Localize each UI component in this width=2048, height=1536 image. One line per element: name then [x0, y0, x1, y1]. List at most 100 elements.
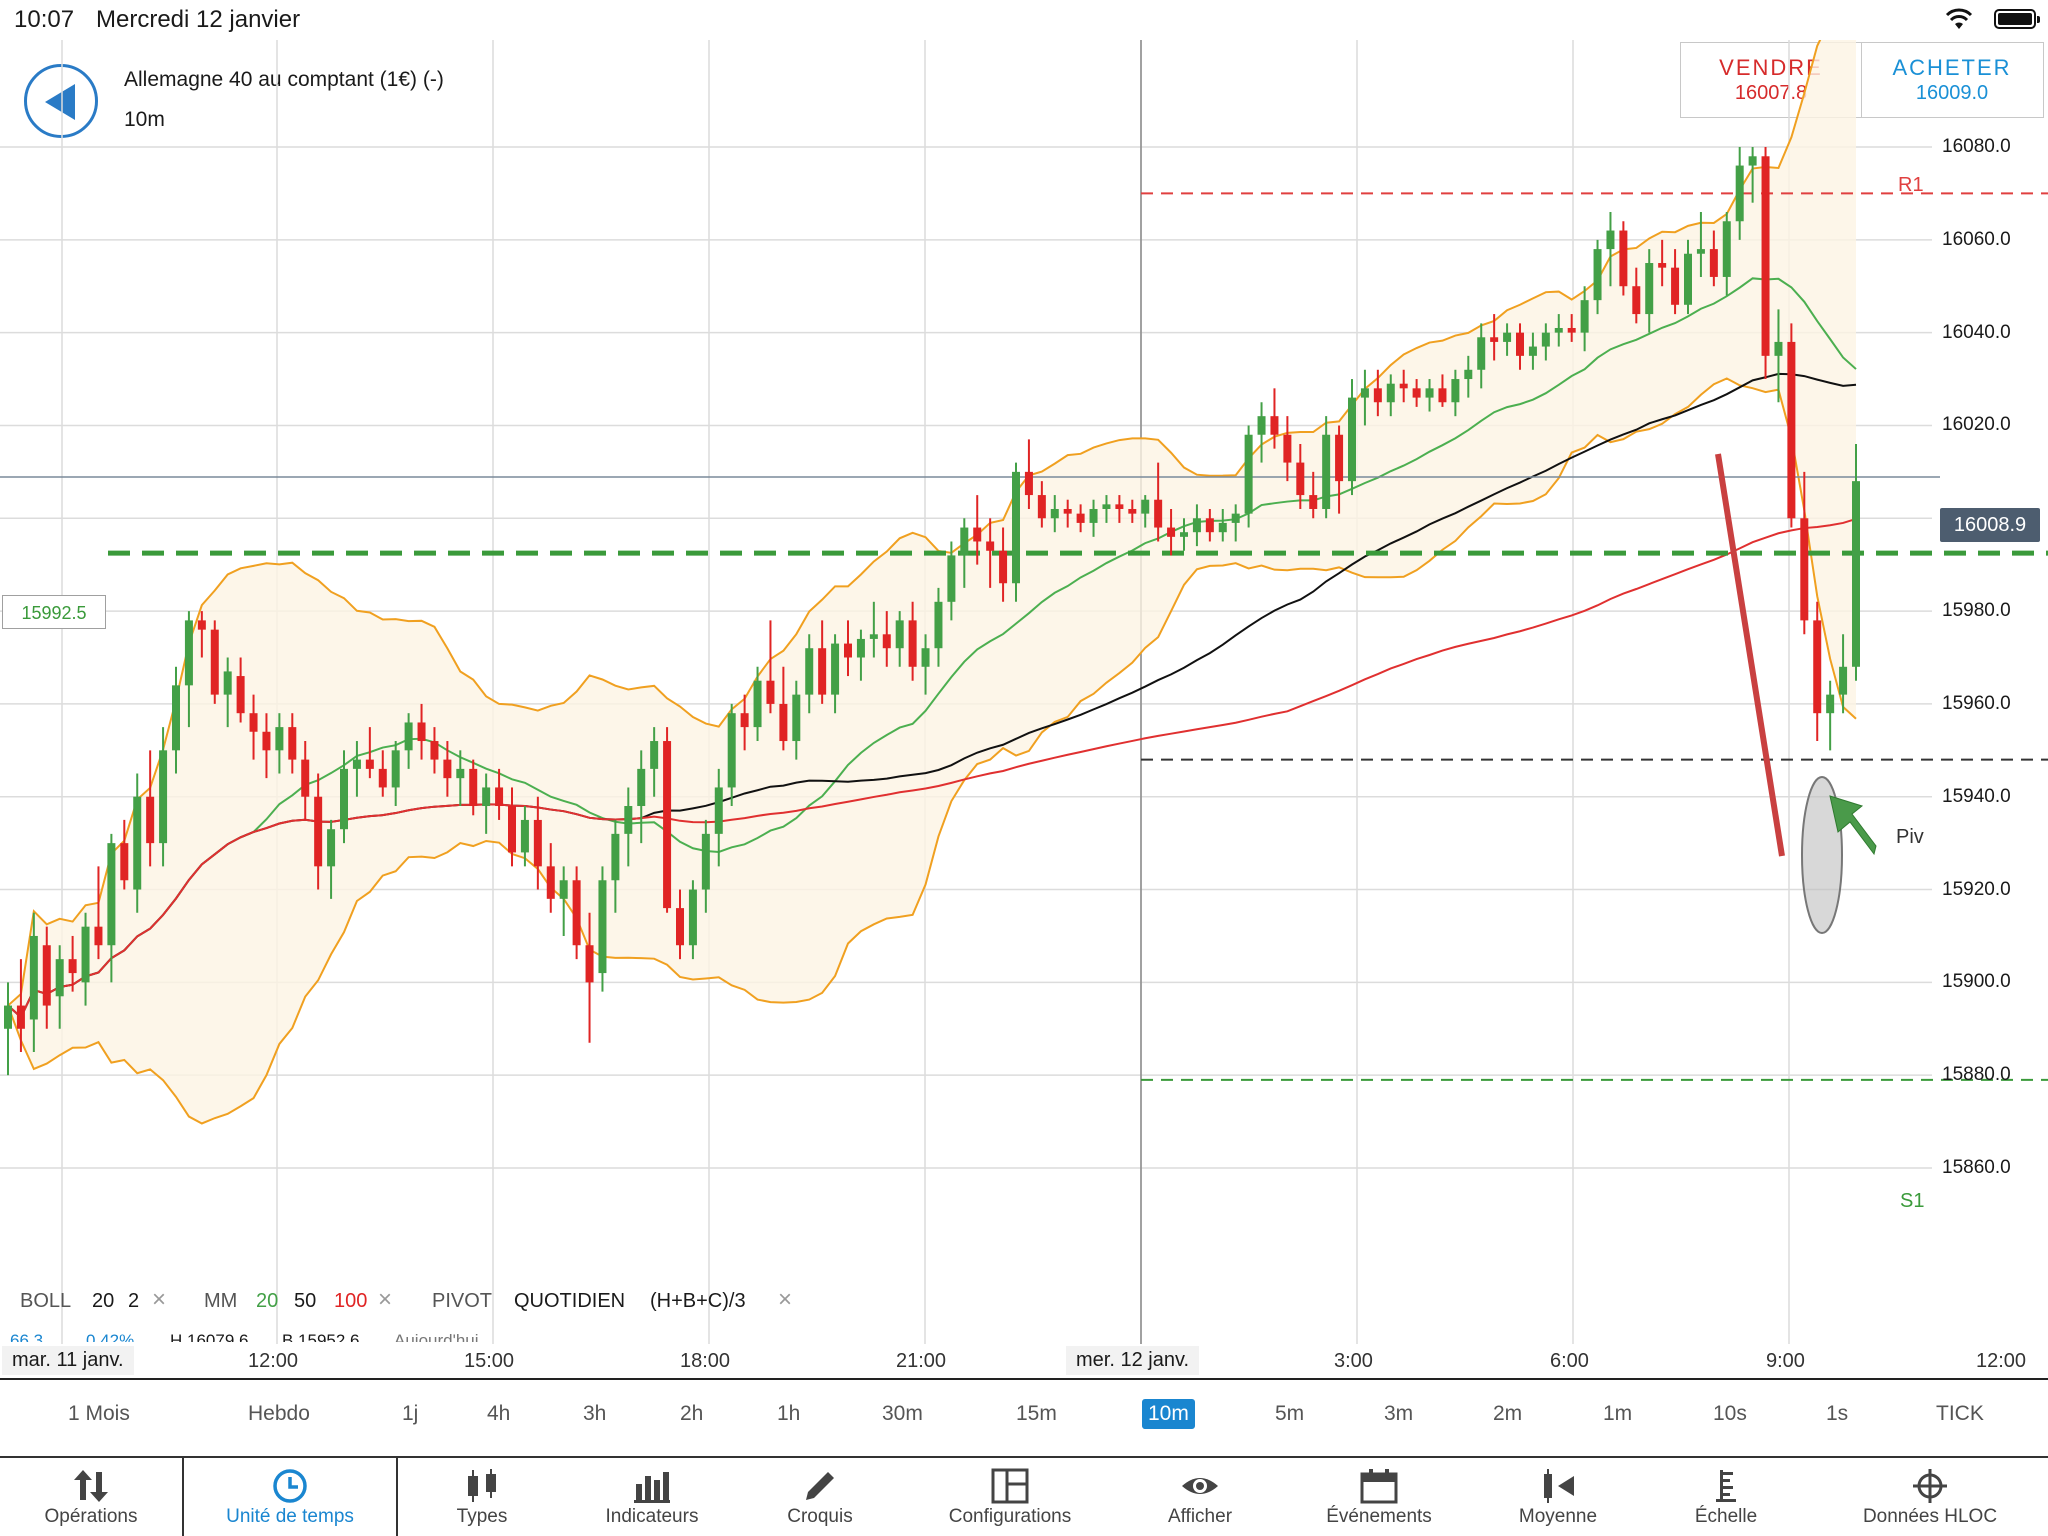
status-bar: 10:07 Mercredi 12 janvier [0, 0, 2048, 40]
timeframe-5m[interactable]: 5m [1275, 1402, 1305, 1425]
timeframe-10m[interactable]: 10m [1142, 1399, 1195, 1429]
candle-body [1787, 341, 1796, 519]
tab-operations-label: Opérations [44, 1506, 138, 1527]
candle-body [1516, 332, 1524, 356]
legend-pivot[interactable]: PIVOT [432, 1290, 493, 1312]
candle-body [805, 648, 814, 695]
candle-body [1373, 388, 1382, 403]
candle-body [1554, 327, 1563, 333]
candle-body [1128, 508, 1137, 514]
price-chart[interactable] [0, 40, 2048, 1380]
buy-price: 16009.0 [1915, 82, 1989, 104]
tab-types[interactable]: Types [396, 1458, 568, 1536]
timeframe-1h[interactable]: 1h [777, 1402, 801, 1425]
candle-body [1748, 156, 1757, 166]
tab-configurations-label: Configurations [948, 1506, 1072, 1527]
candle-body [1167, 527, 1176, 537]
candle-body [921, 648, 930, 667]
tab-unite-de-temps[interactable]: Unité de temps [182, 1458, 398, 1536]
price-tick: 16020.0 [1942, 414, 2011, 436]
tab-operations[interactable]: Opérations [0, 1458, 182, 1536]
candle-body [1684, 253, 1692, 305]
price-tick: 16060.0 [1942, 228, 2011, 250]
tab-donnees-hloc[interactable]: Données HLOC [1830, 1458, 2030, 1536]
tab-configurations[interactable]: Configurations [904, 1458, 1116, 1536]
candle-body [947, 555, 956, 602]
candle-body [1839, 666, 1848, 695]
candle-body [495, 787, 504, 807]
time-tick: 18:00 [680, 1350, 731, 1372]
bottom-toolbar: Opérations Unité de temps Types Indicate… [0, 1458, 2048, 1536]
candle-body [249, 713, 258, 732]
legend-mm-20: 20 [256, 1290, 279, 1312]
candle-body [546, 866, 555, 899]
legend-mm-close-icon[interactable]: × [378, 1286, 393, 1313]
candle-body [314, 796, 323, 867]
candle-body [1528, 346, 1537, 356]
candle-body [1800, 518, 1809, 621]
candle-body [1244, 434, 1253, 514]
arrows-updown-icon [74, 1470, 108, 1502]
back-button[interactable] [24, 64, 98, 138]
candle-body [482, 787, 491, 807]
legend-pivot-close-icon[interactable]: × [778, 1286, 793, 1313]
timeframe-1m[interactable]: 1m [1603, 1402, 1633, 1425]
timeframe-1-mois[interactable]: 1 Mois [68, 1402, 130, 1425]
candle-body [1399, 383, 1408, 389]
pivot-level-value[interactable]: 15992.5 [2, 595, 106, 629]
candle-body [1218, 522, 1227, 533]
candle-body [1348, 397, 1356, 482]
candle-body [1852, 481, 1860, 667]
tab-afficher[interactable]: Afficher [1116, 1458, 1284, 1536]
price-tick: 16040.0 [1942, 321, 2011, 343]
price-tick: 15940.0 [1942, 785, 2011, 807]
buy-button[interactable]: ACHETER 16009.0 [1862, 43, 2042, 117]
timeframe-30m[interactable]: 30m [882, 1402, 923, 1425]
candle-body [288, 727, 297, 760]
candle-body [16, 1005, 25, 1029]
tab-evenements-label: Événements [1326, 1506, 1432, 1527]
tab-evenements[interactable]: Événements [1284, 1458, 1474, 1536]
legend-boll-close-icon[interactable]: × [152, 1286, 167, 1313]
legend-pivot-formula: (H+B+C)/3 [650, 1290, 746, 1312]
legend-boll[interactable]: BOLL [20, 1290, 72, 1312]
candle-body [869, 634, 878, 639]
candle-body [1438, 388, 1447, 403]
candle-body [172, 685, 180, 751]
timeframe-15m[interactable]: 15m [1016, 1402, 1057, 1425]
price-tick: 15920.0 [1942, 878, 2011, 900]
current-price-badge: 16008.9 [1940, 508, 2040, 542]
candle-body [197, 620, 206, 630]
timeframe-3m[interactable]: 3m [1384, 1402, 1414, 1425]
candle-body [1360, 388, 1369, 398]
candle-body [81, 926, 90, 983]
timeframe-4h[interactable]: 4h [487, 1402, 511, 1425]
candle-body [275, 727, 284, 751]
timeframe-2m[interactable]: 2m [1493, 1402, 1523, 1425]
candle-body [1774, 341, 1783, 356]
tab-moyenne[interactable]: Moyenne [1474, 1458, 1642, 1536]
eye-icon [1182, 1478, 1218, 1494]
tab-echelle[interactable]: Échelle [1642, 1458, 1810, 1536]
timeframe-1s[interactable]: 1s [1826, 1402, 1849, 1425]
timeframe-tick[interactable]: TICK [1936, 1402, 1984, 1425]
candle-body [469, 768, 478, 807]
candle-body [184, 620, 193, 686]
timeframe-1j[interactable]: 1j [402, 1402, 419, 1425]
candle-body [676, 908, 684, 946]
timeframe-3h[interactable]: 3h [583, 1402, 607, 1425]
legend-mm[interactable]: MM [204, 1290, 238, 1312]
tab-croquis[interactable]: Croquis [736, 1458, 904, 1536]
ohlc-change-pct: 0.42% [86, 1331, 135, 1342]
candle-body [1425, 388, 1434, 398]
tab-indicateurs[interactable]: Indicateurs [568, 1458, 736, 1536]
timeframe-10s[interactable]: 10s [1713, 1402, 1747, 1425]
candle-body [55, 959, 64, 997]
candle-body [1632, 286, 1641, 315]
timeframe-hebdo[interactable]: Hebdo [248, 1402, 310, 1425]
candle-body [1024, 471, 1033, 496]
candle-body [1593, 249, 1602, 301]
time-tick: 12:00 [248, 1350, 299, 1372]
candle-body [1270, 416, 1279, 435]
timeframe-2h[interactable]: 2h [680, 1402, 704, 1425]
